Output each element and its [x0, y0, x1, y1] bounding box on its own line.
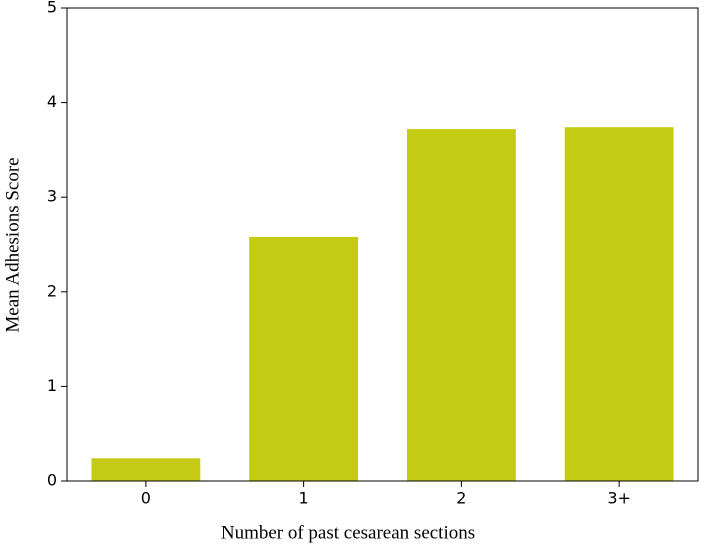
x-tick-label: 2	[456, 489, 466, 508]
bar	[406, 129, 516, 481]
y-tick-label: 1	[47, 376, 57, 395]
y-axis-title: Mean Adhesions Score	[2, 157, 23, 332]
y-tick-label: 0	[47, 471, 57, 490]
x-tick-label: 1	[299, 489, 309, 508]
y-tick-label: 3	[47, 187, 57, 206]
bar	[91, 458, 201, 481]
y-tick-label: 4	[47, 92, 57, 111]
plot-frame	[66, 7, 699, 482]
bar	[249, 236, 359, 481]
y-tick-label: 2	[47, 281, 57, 300]
y-tick-label: 5	[47, 0, 57, 17]
x-axis-title: Number of past cesarean sections	[221, 522, 475, 543]
x-tick-label: 0	[141, 489, 151, 508]
x-tick-label: 3+	[607, 489, 631, 508]
bar	[564, 127, 674, 482]
